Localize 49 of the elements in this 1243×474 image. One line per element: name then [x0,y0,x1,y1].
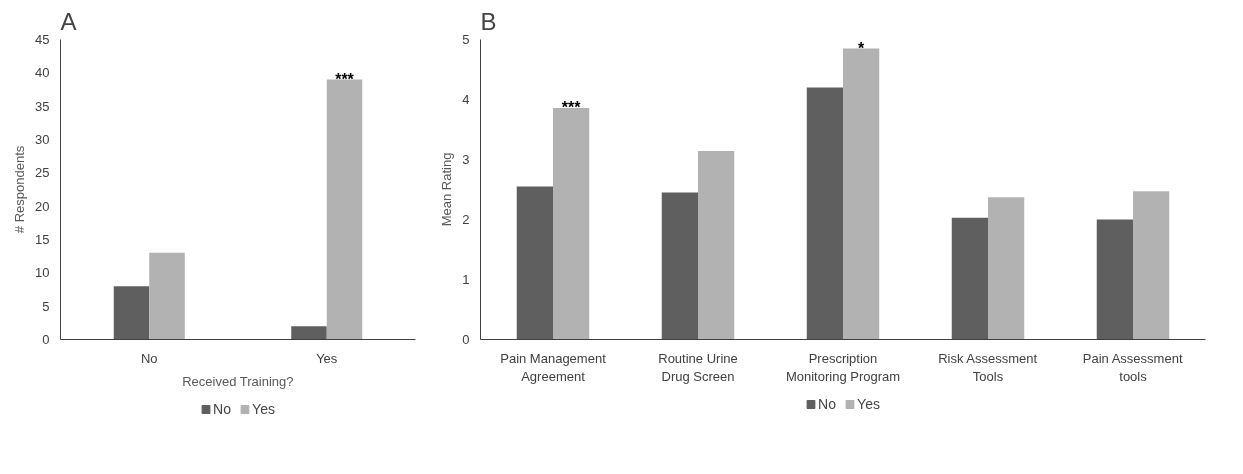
x-tick-label: Pain Management Agreement [500,350,607,384]
y-tick-label: 10 [35,265,50,281]
y-tick-label: 4 [462,92,470,107]
y-tick-label: 20 [35,198,50,214]
y-tick-label: 40 [35,65,50,81]
bar [291,326,327,340]
y-tick-label: 30 [35,132,50,147]
legend-label: Yes [252,401,275,417]
x-tick-label: Risk Assessment Tools [938,350,1038,384]
y-axis-title: # Respondents [12,145,28,234]
bar [843,48,880,340]
legend-label: Yes [857,396,880,412]
y-tick-label: 1 [462,272,470,287]
bar [149,252,185,340]
annotation: * [858,40,866,57]
y-tick-label: 35 [35,98,50,114]
bar [326,79,363,340]
bar [661,192,698,340]
bar [806,87,843,340]
bar [988,197,1025,340]
x-axis-title: Received Training? [182,373,294,389]
annotation: *** [561,99,582,117]
y-tick-label: 2 [462,212,470,227]
annotation: *** [335,71,355,88]
y-tick-label: 0 [42,332,50,347]
bar [553,107,590,340]
y-tick-label: 3 [462,152,470,167]
bar [1133,191,1170,340]
x-tick-label: Routine Urine Drug Screen [658,350,738,384]
y-tick-label: 0 [462,332,470,347]
bar [951,217,988,340]
bar [698,151,735,340]
x-tick-label: Prescription Monitoring Program [785,350,901,384]
x-tick-label: Yes [316,350,338,366]
legend-label: No [818,396,837,412]
legend-label: No [213,401,232,417]
chart-title: A [60,7,77,35]
y-tick-label: 5 [462,32,470,47]
x-tick-label: No [140,350,158,366]
y-tick-label: 25 [35,165,50,181]
y-axis-title: Mean Rating [439,152,455,227]
bar [1096,219,1133,340]
bar [516,186,553,340]
chart-title: B [480,7,497,35]
y-tick-label: 45 [35,32,50,47]
y-tick-label: 15 [35,232,50,247]
y-tick-label: 5 [42,298,50,314]
x-tick-label: Pain Assessment tools [1082,350,1183,384]
bar [113,286,150,340]
